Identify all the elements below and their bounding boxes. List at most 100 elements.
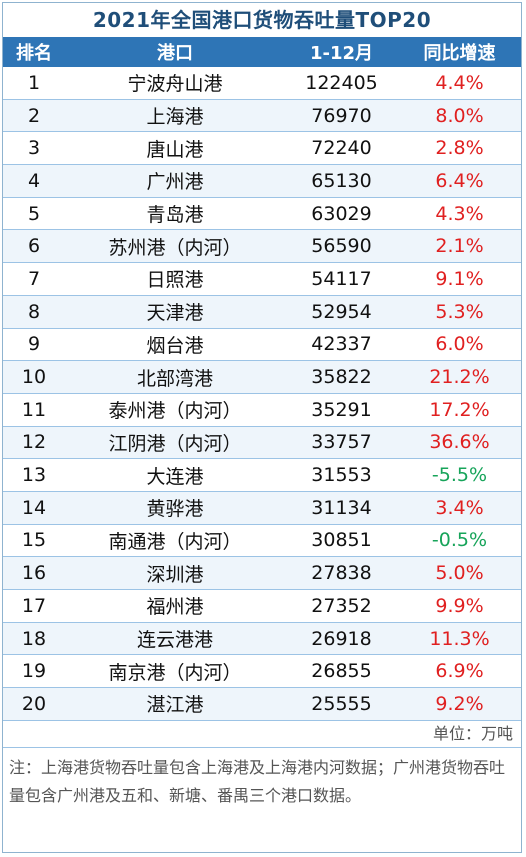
growth-cell: -5.5% xyxy=(431,464,488,487)
table-body: 1 宁波舟山港 122405 4.4% 2 上海港 76970 8.0% 3 唐山港 72240 2.… xyxy=(3,67,521,721)
growth-cell: 21.2% xyxy=(429,366,490,389)
table-row: 6 苏州港（内河） 56590 2.1% xyxy=(3,230,521,264)
port-cell: 天津港 xyxy=(146,302,204,325)
growth-cell: 4.3% xyxy=(435,202,484,225)
port-cell: 宁波舟山港 xyxy=(127,73,223,96)
table-row: 4 广州港 65130 6.4% xyxy=(3,165,521,198)
rank-cell: 7 xyxy=(27,267,41,290)
port-cell: 烟台港 xyxy=(146,334,204,357)
header-value: 1-12月 xyxy=(309,43,374,64)
value-cell: 56590 xyxy=(311,235,372,258)
port-cell: 湛江港 xyxy=(146,694,204,717)
port-cell: 上海港 xyxy=(146,106,204,129)
growth-cell: 4.4% xyxy=(435,71,484,94)
table-row: 15 南通港（内河） 30851 -0.5% xyxy=(3,524,521,558)
value-cell: 35822 xyxy=(311,366,372,389)
port-cell: 南京港（内河） xyxy=(108,661,242,684)
growth-cell: 9.2% xyxy=(435,692,484,715)
value-cell: 72240 xyxy=(311,137,372,160)
growth-cell: 17.2% xyxy=(429,398,490,421)
port-cell: 广州港 xyxy=(146,171,204,194)
port-cell: 唐山港 xyxy=(146,138,204,161)
header-rank: 排名 xyxy=(16,43,52,64)
port-cell: 大连港 xyxy=(146,465,204,488)
table-row: 3 唐山港 72240 2.8% xyxy=(3,132,521,166)
table-title: 2021年全国港口货物吞吐量TOP20 xyxy=(92,8,432,32)
rank-cell: 13 xyxy=(21,464,47,487)
table-row: 1 宁波舟山港 122405 4.4% xyxy=(3,67,521,100)
growth-cell: 11.3% xyxy=(429,627,490,650)
value-cell: 65130 xyxy=(311,169,372,192)
value-cell: 26918 xyxy=(311,627,372,650)
header-port: 港口 xyxy=(157,43,193,64)
growth-cell: -0.5% xyxy=(431,529,488,552)
table-row: 20 湛江港 25555 9.2% xyxy=(3,688,521,721)
rank-cell: 10 xyxy=(21,366,47,389)
value-cell: 31553 xyxy=(311,464,372,487)
port-cell: 北部湾港 xyxy=(136,367,213,390)
port-cell: 江阴港（内河） xyxy=(108,432,242,455)
port-cell: 泰州港（内河） xyxy=(108,400,242,423)
growth-cell: 6.9% xyxy=(435,660,484,683)
growth-cell: 2.1% xyxy=(435,235,484,258)
rank-cell: 8 xyxy=(27,300,41,323)
value-cell: 52954 xyxy=(311,300,372,323)
growth-cell: 3.4% xyxy=(435,496,484,519)
table-row: 18 连云港港 26918 11.3% xyxy=(3,622,521,656)
rank-cell: 14 xyxy=(21,496,47,519)
rank-cell: 3 xyxy=(27,137,41,160)
table-row: 2 上海港 76970 8.0% xyxy=(3,99,521,133)
value-cell: 31134 xyxy=(311,496,372,519)
value-cell: 33757 xyxy=(311,431,372,454)
rank-cell: 5 xyxy=(27,202,41,225)
rank-cell: 2 xyxy=(27,104,41,127)
growth-cell: 9.9% xyxy=(435,594,484,617)
rank-cell: 6 xyxy=(27,235,41,258)
header-growth: 同比增速 xyxy=(423,43,496,64)
port-cell: 日照港 xyxy=(146,269,204,292)
rank-cell: 15 xyxy=(21,529,47,552)
table-row: 10 北部湾港 35822 21.2% xyxy=(3,361,521,394)
rank-cell: 12 xyxy=(21,431,47,454)
value-cell: 35291 xyxy=(311,398,372,421)
table-row: 8 天津港 52954 5.3% xyxy=(3,295,521,329)
value-cell: 27352 xyxy=(311,594,372,617)
table-row: 9 烟台港 42337 6.0% xyxy=(3,328,521,362)
rank-cell: 19 xyxy=(21,660,47,683)
value-cell: 25555 xyxy=(311,692,372,715)
value-cell: 54117 xyxy=(311,267,372,290)
value-cell: 42337 xyxy=(311,333,372,356)
growth-cell: 6.4% xyxy=(435,169,484,192)
table-row: 11 泰州港（内河） 35291 17.2% xyxy=(3,393,521,427)
unit-label: 单位：万吨 xyxy=(3,721,521,748)
growth-cell: 8.0% xyxy=(435,104,484,127)
rank-cell: 20 xyxy=(21,692,47,715)
growth-cell: 6.0% xyxy=(435,333,484,356)
table-row: 7 日照港 54117 9.1% xyxy=(3,263,521,296)
growth-cell: 9.1% xyxy=(435,267,484,290)
value-cell: 63029 xyxy=(311,202,372,225)
table-row: 12 江阴港（内河） 33757 36.6% xyxy=(3,426,521,460)
table-row: 14 黄骅港 31134 3.4% xyxy=(3,491,521,525)
port-cell: 南通港（内河） xyxy=(108,530,242,553)
rank-cell: 11 xyxy=(21,398,47,421)
footnote: 注：上海港货物吞吐量包含上海港及上海港内河数据；广州港货物吞吐量包含广州港及五和… xyxy=(9,757,506,805)
table-header: 排名 港口 1-12月 同比增速 xyxy=(3,37,521,67)
rank-cell: 16 xyxy=(21,562,47,585)
rank-cell: 17 xyxy=(21,594,47,617)
table-row: 17 福州港 27352 9.9% xyxy=(3,590,521,623)
port-cell: 福州港 xyxy=(146,596,204,619)
value-cell: 122405 xyxy=(305,71,378,94)
port-cell: 苏州港（内河） xyxy=(108,236,242,259)
value-cell: 76970 xyxy=(311,104,372,127)
port-cell: 深圳港 xyxy=(146,563,204,586)
value-cell: 26855 xyxy=(311,660,372,683)
table-row: 13 大连港 31553 -5.5% xyxy=(3,459,521,492)
value-cell: 27838 xyxy=(311,562,372,585)
table-row: 19 南京港（内河） 26855 6.9% xyxy=(3,655,521,689)
table-row: 16 深圳港 27838 5.0% xyxy=(3,557,521,590)
growth-cell: 5.0% xyxy=(435,562,484,585)
rank-cell: 18 xyxy=(21,627,47,650)
growth-cell: 2.8% xyxy=(435,137,484,160)
